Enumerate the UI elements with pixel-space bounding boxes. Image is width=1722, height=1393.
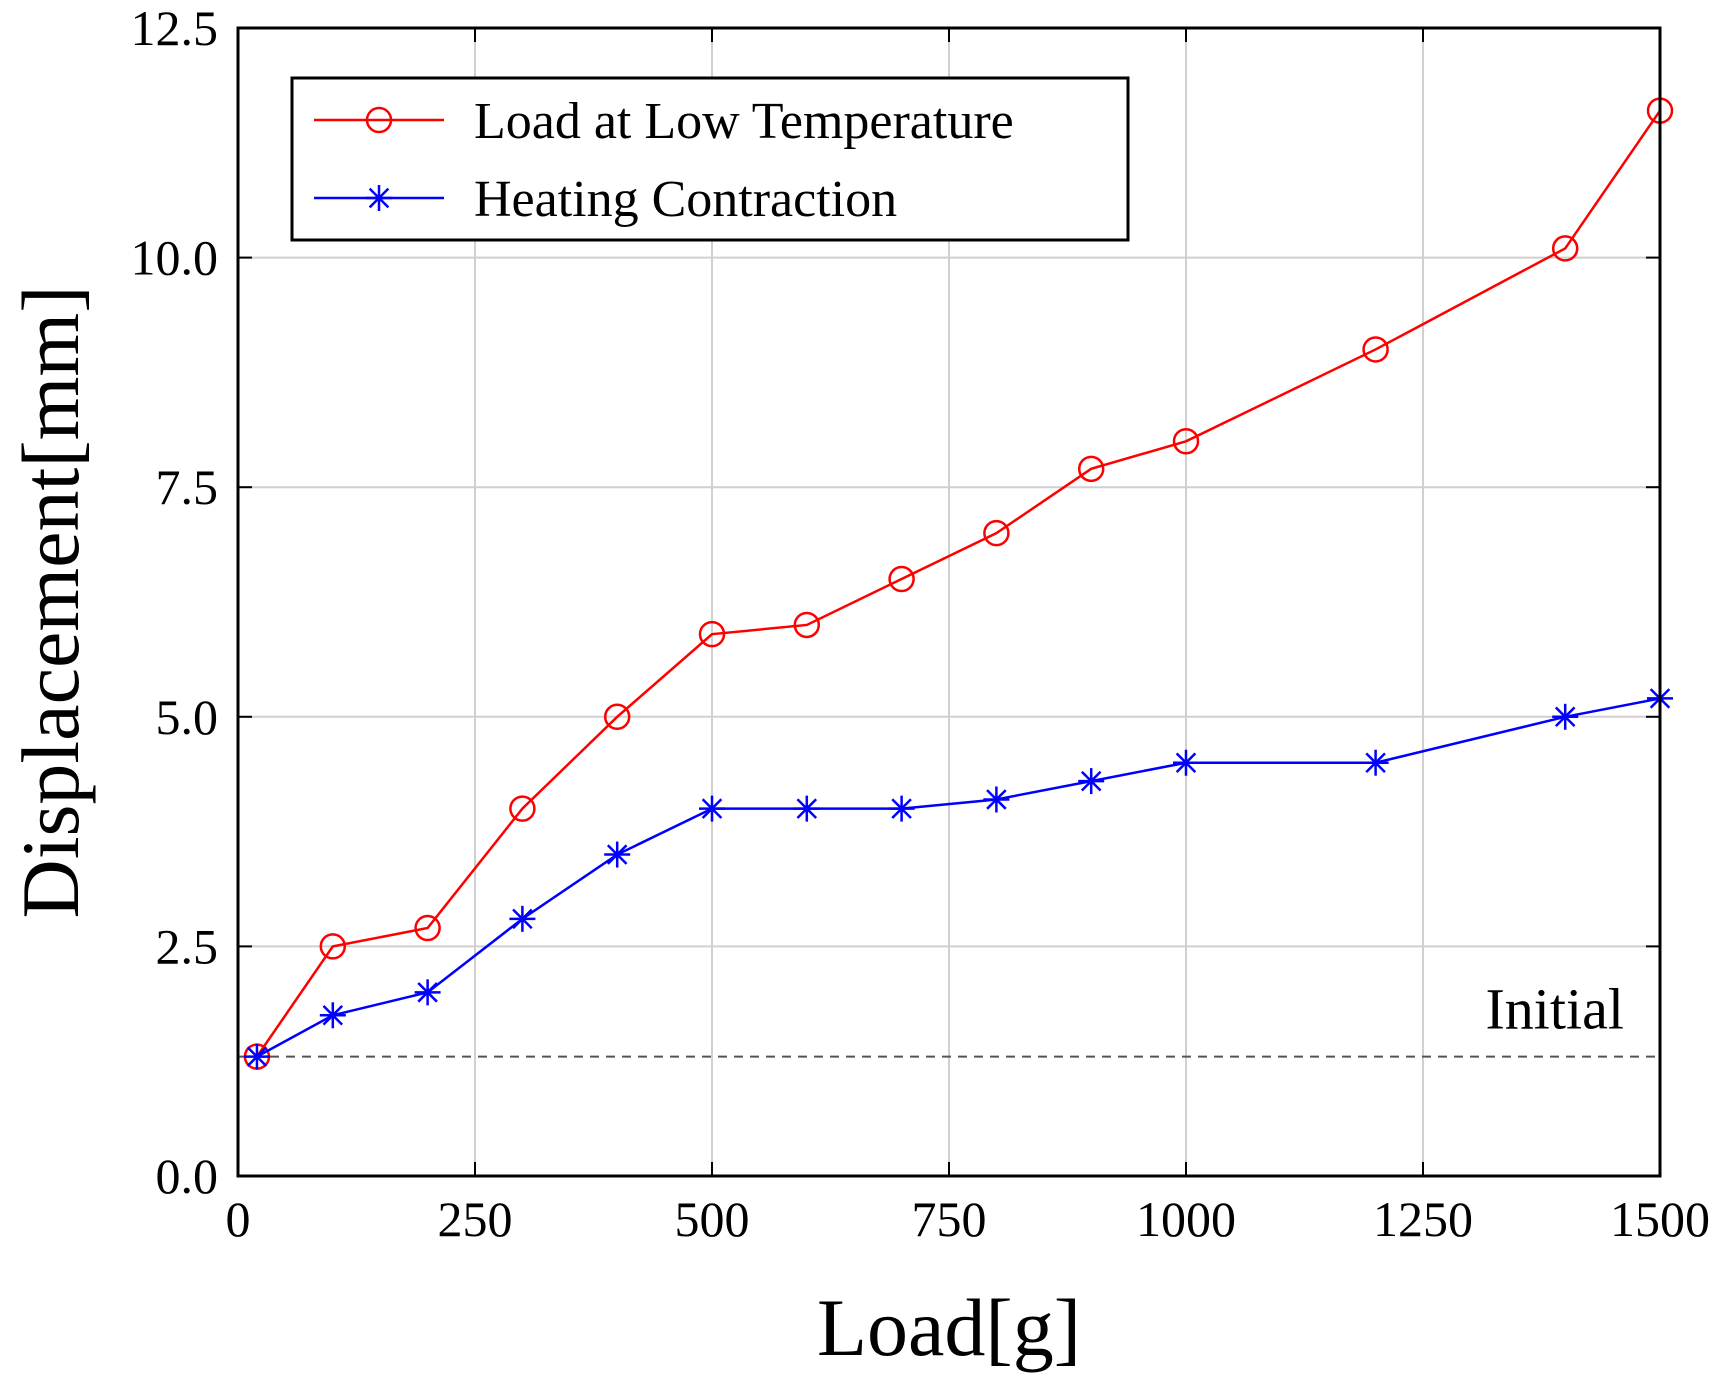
legend-label: Load at Low Temperature xyxy=(474,93,1014,150)
x-tick-label: 0 xyxy=(226,1191,251,1247)
y-tick-labels: 0.0 2.5 5.0 7.5 10.0 12.5 xyxy=(131,0,219,1204)
initial-annotation: Initial xyxy=(1485,977,1624,1042)
series-group xyxy=(243,97,1674,1070)
x-tick-label: 500 xyxy=(675,1191,750,1247)
axis-ticks xyxy=(237,27,1661,1177)
asterisk-marker xyxy=(366,185,392,211)
asterisk-marker xyxy=(243,1043,270,1070)
asterisk-stroke xyxy=(1365,752,1386,773)
legend-entries: Load at Low Temperature Heating Contracti… xyxy=(314,93,1014,228)
x-axis-title: Load[g] xyxy=(817,1282,1081,1373)
asterisk-marker xyxy=(1552,703,1579,730)
x-tick-label: 1250 xyxy=(1373,1191,1473,1247)
asterisk-stroke xyxy=(796,798,818,819)
asterisk-marker xyxy=(604,841,631,868)
circle-marker xyxy=(983,519,1010,547)
asterisk-marker xyxy=(1362,749,1389,776)
circle-marker xyxy=(698,620,726,648)
series-line xyxy=(256,697,1661,1058)
asterisk-marker xyxy=(699,795,725,822)
x-tick-labels: 0 250 500 750 1000 1250 1500 xyxy=(226,1191,1711,1247)
circle-marker xyxy=(888,565,915,593)
x-tick-label: 750 xyxy=(912,1191,987,1247)
circle-marker xyxy=(793,611,821,639)
circle-marker xyxy=(319,933,347,960)
y-tick-label: 2.5 xyxy=(156,918,219,974)
series-1 xyxy=(243,97,1674,1070)
asterisk-stroke xyxy=(417,982,438,1003)
x-tick-label: 250 xyxy=(438,1191,513,1247)
asterisk-marker xyxy=(319,1002,346,1029)
asterisk-stroke xyxy=(701,798,723,819)
x-tick-label: 1000 xyxy=(1136,1191,1236,1247)
asterisk-stroke xyxy=(606,844,628,865)
circle-marker xyxy=(1172,428,1200,455)
legend-label: Heating Contraction xyxy=(474,171,897,228)
legend-entry-1: Load at Low Temperature xyxy=(314,93,1014,150)
asterisk-stroke xyxy=(1080,770,1102,792)
y-tick-label: 5.0 xyxy=(156,689,219,745)
asterisk-stroke xyxy=(1175,752,1197,773)
asterisk-stroke xyxy=(891,798,912,819)
asterisk-marker xyxy=(1078,768,1105,795)
asterisk-marker xyxy=(888,795,915,822)
asterisk-stroke xyxy=(1554,706,1576,728)
circle-marker xyxy=(603,703,631,731)
asterisk-stroke xyxy=(322,1005,344,1026)
reference-line-group: Initial xyxy=(238,977,1660,1058)
asterisk-marker xyxy=(983,786,1010,813)
asterisk-stroke xyxy=(512,908,533,930)
series-2 xyxy=(243,685,1673,1070)
legend-box xyxy=(290,76,1130,242)
asterisk-stroke xyxy=(246,1046,268,1067)
asterisk-stroke xyxy=(368,187,390,209)
circle-marker xyxy=(365,106,393,134)
y-tick-label: 7.5 xyxy=(156,459,219,515)
legend-entry-2: Heating Contraction xyxy=(314,171,897,228)
legend: Load at Low Temperature Heating Contracti… xyxy=(290,76,1130,242)
y-tick-label: 0.0 xyxy=(156,1148,219,1204)
circle-marker xyxy=(414,914,441,942)
y-tick-label: 10.0 xyxy=(131,230,219,286)
asterisk-stroke xyxy=(986,789,1007,810)
asterisk-marker xyxy=(509,905,536,932)
x-tick-label: 1500 xyxy=(1610,1191,1710,1247)
asterisk-marker xyxy=(793,795,820,822)
circle-marker xyxy=(1077,455,1105,483)
circle-marker xyxy=(509,795,536,822)
asterisk-marker xyxy=(414,979,441,1006)
series-line xyxy=(255,109,1662,1058)
y-tick-label: 12.5 xyxy=(131,0,219,56)
asterisk-marker xyxy=(1173,749,1199,776)
circle-marker xyxy=(1362,336,1389,363)
circle-marker xyxy=(1551,235,1579,262)
y-axis-title: Displacement[mm] xyxy=(5,285,96,918)
